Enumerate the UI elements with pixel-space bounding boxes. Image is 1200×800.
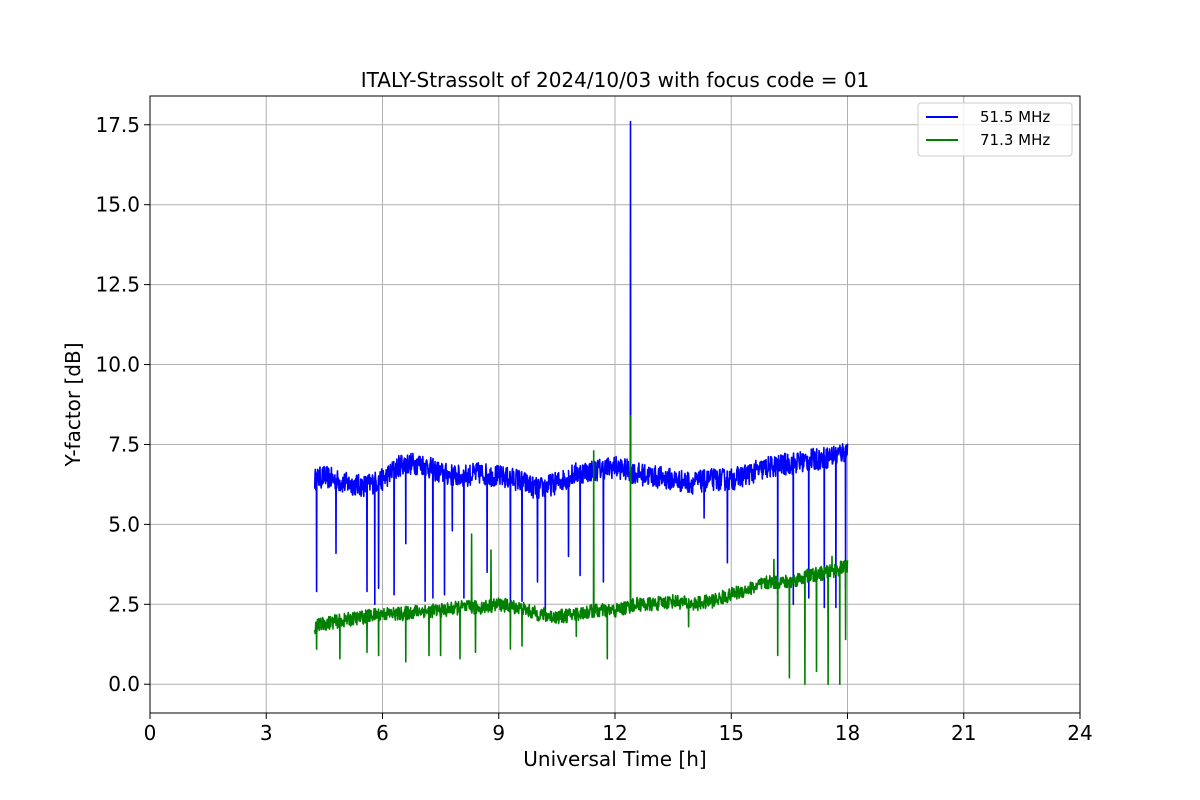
x-axis-title: Universal Time [h] — [523, 747, 706, 771]
y-tick-label: 7.5 — [108, 432, 140, 456]
x-tick-label: 21 — [951, 721, 976, 745]
x-tick-label: 12 — [602, 721, 627, 745]
x-tick-label: 9 — [492, 721, 505, 745]
y-tick-label: 10.0 — [95, 353, 140, 377]
series-line-71-3-mhz — [313, 414, 849, 685]
legend: 51.5 MHz 71.3 MHz — [917, 102, 1073, 157]
series-line-51-5-mhz — [313, 120, 849, 615]
y-axis-title: Y-factor [dB] — [61, 342, 85, 467]
legend-label-51-5: 51.5 MHz — [980, 108, 1050, 126]
x-tick-label: 3 — [260, 721, 273, 745]
y-tick-label: 17.5 — [95, 113, 140, 137]
y-tick-label: 2.5 — [108, 592, 140, 616]
x-tick-label: 15 — [719, 721, 744, 745]
y-tick-label: 15.0 — [95, 193, 140, 217]
x-tick-label: 0 — [144, 721, 157, 745]
x-tick-label: 24 — [1067, 721, 1092, 745]
chart-title: ITALY-Strassolt of 2024/10/03 with focus… — [361, 68, 870, 92]
grid — [149, 96, 1081, 713]
series-layer — [313, 120, 849, 685]
ticks: 0 3 6 9 12 15 18 21 24 0.0 2.5 5.0 7.5 10.0 12.5 15.0 17… — [95, 113, 1092, 745]
y-tick-label: 5.0 — [108, 512, 140, 536]
x-tick-label: 18 — [835, 721, 860, 745]
legend-label-71-3: 71.3 MHz — [980, 131, 1050, 149]
y-tick-label: 12.5 — [95, 273, 140, 297]
y-tick-label: 0.0 — [108, 672, 140, 696]
x-tick-label: 6 — [376, 721, 389, 745]
